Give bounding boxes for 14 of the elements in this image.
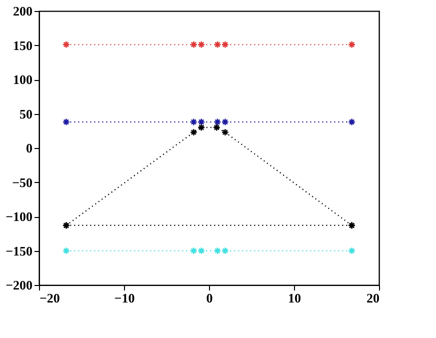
y-tick-label: −150 [6,243,32,258]
x-tick-label: 20 [366,290,380,306]
x-tick-label: 10 [288,290,301,306]
x-tick-label: −20 [40,290,60,306]
x-tick-label: 0 [206,290,213,306]
y-tick-label: −50 [12,174,32,190]
y-tick-label: 50 [20,106,32,122]
y-tick-label: 100 [13,72,32,87]
y-tick-label: 0 [26,140,32,156]
y-tick-label: 200 [13,4,32,18]
x-tick-label: −10 [114,290,135,306]
y-tick-label: −200 [6,278,32,292]
y-tick-label: −100 [6,209,32,224]
y-tick-label: 150 [13,38,32,53]
